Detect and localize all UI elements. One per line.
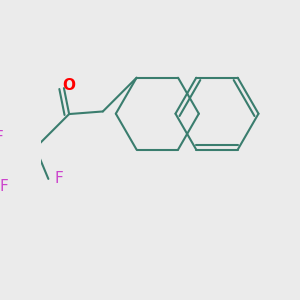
Text: F: F [0, 179, 9, 194]
Text: O: O [63, 78, 76, 93]
Text: F: F [0, 130, 4, 145]
Text: F: F [54, 171, 63, 186]
